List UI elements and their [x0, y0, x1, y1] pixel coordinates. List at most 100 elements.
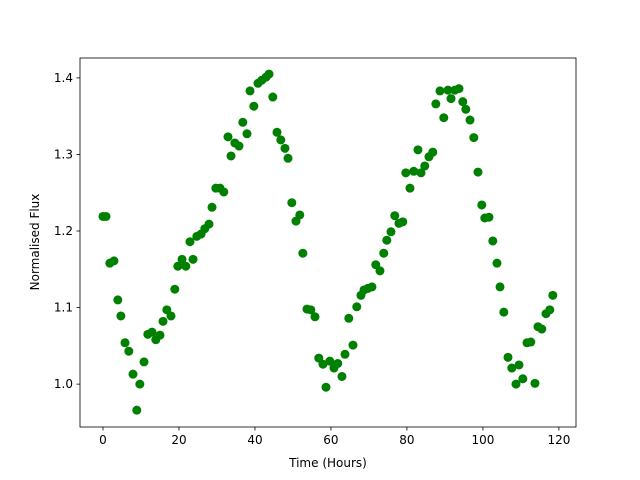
point [548, 290, 558, 300]
y-tick-label: 1.2 [54, 224, 73, 238]
point [488, 236, 498, 246]
point [405, 183, 415, 193]
point [325, 356, 335, 366]
x-tick-label: 40 [247, 433, 262, 447]
point [181, 261, 191, 271]
point [435, 86, 445, 96]
point [428, 147, 438, 157]
point [264, 69, 274, 79]
x-tick-label: 20 [171, 433, 186, 447]
point [337, 371, 347, 381]
x-tick-label: 0 [99, 433, 107, 447]
point [469, 133, 479, 143]
point [268, 92, 278, 102]
point [398, 217, 408, 227]
point [173, 261, 183, 271]
point [295, 210, 305, 220]
point [439, 113, 449, 123]
point [318, 359, 328, 369]
point [135, 379, 145, 389]
point [283, 153, 293, 163]
point [298, 248, 308, 258]
point [352, 302, 362, 312]
point [139, 357, 149, 367]
point [272, 127, 282, 137]
point [473, 167, 483, 177]
point [390, 211, 400, 221]
y-tick-label: 1.1 [54, 301, 73, 315]
point [204, 219, 214, 229]
point [132, 405, 142, 415]
point [226, 151, 236, 161]
point [518, 374, 528, 384]
point [382, 235, 392, 245]
point [242, 129, 252, 139]
y-axis-label: Normalised Flux [28, 194, 42, 291]
point [454, 84, 464, 94]
point [185, 237, 195, 247]
point [101, 211, 111, 221]
point [537, 324, 547, 334]
point [495, 282, 505, 292]
point [484, 212, 494, 222]
point [458, 97, 468, 107]
x-tick-label: 100 [471, 433, 494, 447]
point [416, 168, 426, 178]
y-tick-label: 1.4 [54, 71, 73, 85]
point [113, 295, 123, 305]
point [306, 305, 316, 315]
point [443, 85, 453, 95]
point [177, 254, 187, 264]
point [249, 101, 259, 111]
x-axis-label: Time (Hours) [288, 456, 367, 470]
x-tick-label: 120 [547, 433, 570, 447]
point [188, 254, 198, 264]
point [386, 227, 396, 237]
point [420, 161, 430, 171]
point [431, 99, 441, 109]
point [276, 135, 286, 145]
point [333, 358, 343, 368]
point [477, 200, 487, 210]
point [446, 94, 456, 104]
point [219, 187, 229, 197]
point [321, 382, 331, 392]
point [207, 202, 217, 212]
point [116, 311, 126, 321]
point [379, 248, 389, 258]
point [280, 143, 290, 153]
point [109, 256, 119, 266]
point [166, 311, 176, 321]
point [530, 378, 540, 388]
point [245, 86, 255, 96]
point [128, 369, 138, 379]
point [499, 307, 509, 317]
point [170, 284, 180, 294]
point [147, 327, 157, 337]
point [158, 316, 168, 326]
point [234, 141, 244, 151]
point [507, 363, 517, 373]
point [340, 349, 350, 359]
point [375, 266, 385, 276]
point [526, 337, 536, 347]
point [344, 313, 354, 323]
point [401, 168, 411, 178]
point [348, 340, 358, 350]
point [238, 117, 248, 127]
x-tick-label: 60 [323, 433, 338, 447]
point [287, 198, 297, 208]
point [465, 115, 475, 125]
point [503, 352, 513, 362]
point [413, 145, 423, 155]
point [545, 305, 555, 315]
point [124, 346, 134, 356]
point [120, 338, 130, 348]
point [461, 104, 471, 114]
point [310, 312, 320, 322]
point [514, 360, 524, 370]
point [511, 379, 521, 389]
plot-frame [79, 57, 577, 428]
point [223, 132, 233, 142]
